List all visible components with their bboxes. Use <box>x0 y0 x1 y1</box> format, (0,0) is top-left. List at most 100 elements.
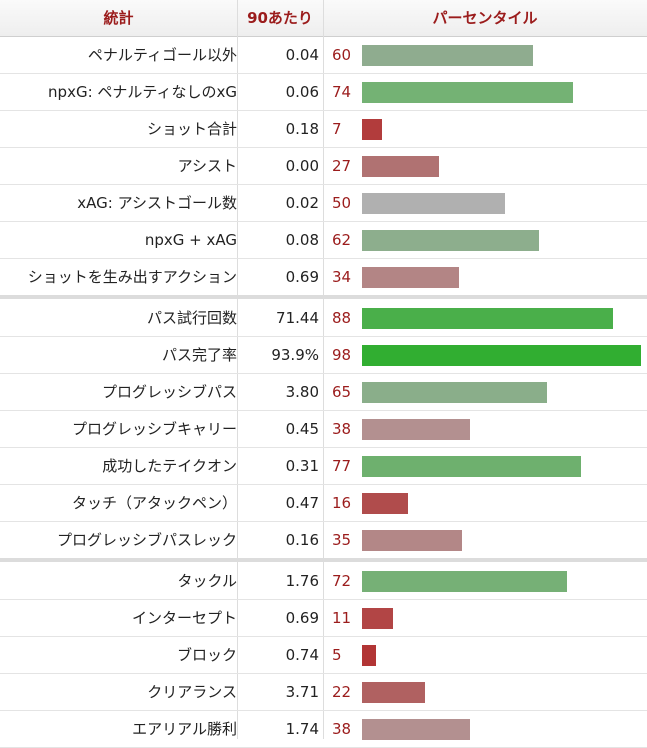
percentile-value: 77 <box>332 457 352 475</box>
table-row: ペナルティゴール以外 0.04 60 <box>0 37 647 74</box>
table-row: xAG: アシストゴール数 0.02 50 <box>0 185 647 222</box>
stat-label: インターセプト <box>131 609 237 627</box>
percentile-value: 98 <box>332 346 352 364</box>
stat-label: ペナルティゴール以外 <box>87 46 237 64</box>
stat-label: 成功したテイクオン <box>102 457 237 475</box>
percentile-value: 38 <box>332 720 352 738</box>
per90-value: 0.69 <box>285 268 319 286</box>
table-row: タックル 1.76 72 <box>0 563 647 600</box>
table-row: プログレッシブパス 3.80 65 <box>0 374 647 411</box>
per90-value: 0.08 <box>285 231 319 249</box>
stat-label: ショットを生み出すアクション <box>27 268 237 286</box>
percentile-bar <box>362 82 573 103</box>
stat-label: タックル <box>177 572 237 590</box>
percentile-bar <box>362 608 393 629</box>
percentile-value: 22 <box>332 683 352 701</box>
percentile-bar <box>362 719 470 740</box>
percentile-bar <box>362 119 382 140</box>
table-row: クリアランス 3.71 22 <box>0 674 647 711</box>
percentile-bar <box>362 493 408 514</box>
stat-label: npxG: ペナルティなしのxG <box>48 83 237 101</box>
table-row: アシスト 0.00 27 <box>0 148 647 185</box>
table-row: ショット合計 0.18 7 <box>0 111 647 148</box>
percentile-value: 65 <box>332 383 352 401</box>
per90-value: 0.47 <box>285 494 319 512</box>
percentile-bar <box>362 308 613 329</box>
per90-value: 0.69 <box>285 609 319 627</box>
stat-label: エアリアル勝利 <box>132 720 237 738</box>
per90-value: 0.02 <box>285 194 319 212</box>
percentile-value: 88 <box>332 309 352 327</box>
per90-value: 0.16 <box>285 531 319 549</box>
header-stat: 統計 <box>103 9 134 27</box>
stat-label: xAG: アシストゴール数 <box>77 194 237 212</box>
column-divider <box>237 0 238 739</box>
percentile-value: 11 <box>332 609 352 627</box>
per90-value: 0.31 <box>285 457 319 475</box>
per90-value: 3.80 <box>285 383 319 401</box>
percentile-bar <box>362 456 581 477</box>
column-divider <box>323 0 324 739</box>
group-separator <box>0 558 647 562</box>
stat-label: プログレッシブパスレック <box>56 531 237 549</box>
percentile-value: 72 <box>332 572 352 590</box>
stat-label: ブロック <box>176 646 237 664</box>
table-row: エアリアル勝利 1.74 38 <box>0 711 647 748</box>
percentile-bar <box>362 530 462 551</box>
percentile-bar <box>362 230 539 251</box>
percentile-value: 74 <box>332 83 352 101</box>
table-row: パス完了率 93.9% 98 <box>0 337 647 374</box>
percentile-value: 38 <box>332 420 352 438</box>
percentile-bar <box>362 156 439 177</box>
table-row: npxG + xAG 0.08 62 <box>0 222 647 259</box>
percentile-bar <box>362 45 533 66</box>
percentile-value: 50 <box>332 194 352 212</box>
percentile-bar <box>362 571 567 592</box>
table-row: npxG: ペナルティなしのxG 0.06 74 <box>0 74 647 111</box>
percentile-value: 5 <box>332 646 342 664</box>
group-separator <box>0 295 647 299</box>
per90-value: 0.00 <box>285 157 319 175</box>
table-row: プログレッシブパスレック 0.16 35 <box>0 522 647 559</box>
per90-value: 1.74 <box>285 720 319 738</box>
percentile-value: 62 <box>332 231 352 249</box>
per90-value: 3.71 <box>285 683 319 701</box>
percentile-bar <box>362 345 641 366</box>
stat-label: タッチ（アタックペン） <box>71 494 237 512</box>
stat-label: npxG + xAG <box>144 231 237 249</box>
table-row: プログレッシブキャリー 0.45 38 <box>0 411 647 448</box>
per90-value: 0.45 <box>285 420 319 438</box>
table-row: パス試行回数 71.44 88 <box>0 300 647 337</box>
percentile-value: 7 <box>332 120 342 138</box>
stat-label: パス試行回数 <box>146 309 237 327</box>
stat-label: ショット合計 <box>146 120 237 138</box>
header-percentile: パーセンタイル <box>432 9 538 27</box>
per90-value: 93.9% <box>271 346 319 364</box>
stat-label: クリアランス <box>147 683 237 701</box>
header-per90: 90あたり <box>247 9 313 27</box>
percentile-value: 16 <box>332 494 352 512</box>
table-row: 成功したテイクオン 0.31 77 <box>0 448 647 485</box>
percentile-bar <box>362 382 547 403</box>
stat-label: プログレッシブキャリー <box>71 420 237 438</box>
per90-value: 0.74 <box>285 646 319 664</box>
stat-label: アシスト <box>177 157 237 175</box>
per90-value: 0.06 <box>285 83 319 101</box>
per90-value: 71.44 <box>276 309 319 327</box>
table-row: ショットを生み出すアクション 0.69 34 <box>0 259 647 296</box>
table-row: ブロック 0.74 5 <box>0 637 647 674</box>
per90-value: 1.76 <box>285 572 319 590</box>
percentile-value: 34 <box>332 268 352 286</box>
percentile-value: 27 <box>332 157 352 175</box>
percentile-bar <box>362 645 376 666</box>
percentile-bar <box>362 419 470 440</box>
table-row: インターセプト 0.69 11 <box>0 600 647 637</box>
percentile-value: 60 <box>332 46 352 64</box>
percentile-bar <box>362 267 459 288</box>
percentile-value: 35 <box>332 531 352 549</box>
stat-label: パス完了率 <box>161 346 237 364</box>
percentile-bar <box>362 193 505 214</box>
per90-value: 0.18 <box>285 120 319 138</box>
percentile-bar <box>362 682 425 703</box>
